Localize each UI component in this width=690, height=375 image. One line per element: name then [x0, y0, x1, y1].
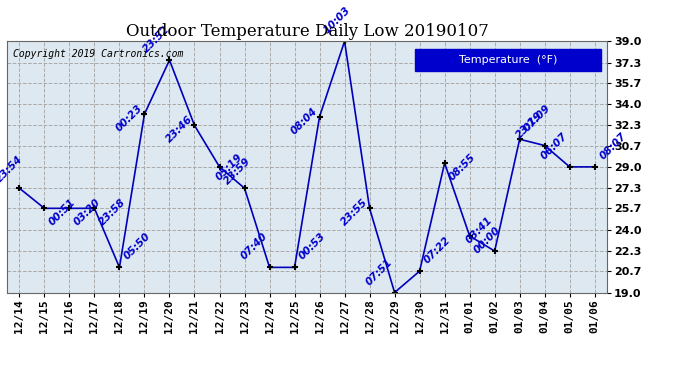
- Text: 23:59: 23:59: [222, 156, 253, 186]
- Text: 00:23: 00:23: [114, 103, 144, 134]
- Text: 08:07: 08:07: [598, 131, 628, 161]
- Text: 23:58: 23:58: [97, 197, 128, 228]
- Text: 23:55: 23:55: [339, 197, 370, 228]
- Text: 08:55: 08:55: [447, 152, 478, 183]
- Text: 10:03: 10:03: [322, 5, 353, 36]
- Text: Temperature  (°F): Temperature (°F): [459, 55, 558, 65]
- Text: 07:40: 07:40: [239, 231, 270, 262]
- Text: 00:51: 00:51: [47, 197, 78, 228]
- Text: 07:22: 07:22: [422, 235, 453, 266]
- Text: 05:19: 05:19: [214, 152, 244, 183]
- Text: 07:09: 07:09: [522, 103, 553, 134]
- Text: 23:52: 23:52: [141, 24, 172, 54]
- Text: 00:00: 00:00: [473, 225, 503, 255]
- Title: Outdoor Temperature Daily Low 20190107: Outdoor Temperature Daily Low 20190107: [126, 23, 489, 40]
- Text: 03:41: 03:41: [464, 215, 495, 246]
- Text: 07:51: 07:51: [364, 256, 395, 287]
- Text: 23:19: 23:19: [514, 110, 544, 140]
- Text: 23:54: 23:54: [0, 154, 25, 184]
- Text: Copyright 2019 Cartronics.com: Copyright 2019 Cartronics.com: [13, 49, 184, 59]
- Text: 05:50: 05:50: [122, 231, 152, 262]
- Text: 23:46: 23:46: [164, 114, 195, 145]
- Text: 06:07: 06:07: [539, 131, 570, 161]
- Text: 08:04: 08:04: [289, 106, 319, 136]
- Text: 00:53: 00:53: [297, 231, 328, 262]
- FancyBboxPatch shape: [415, 49, 601, 71]
- Text: 03:20: 03:20: [72, 197, 103, 228]
